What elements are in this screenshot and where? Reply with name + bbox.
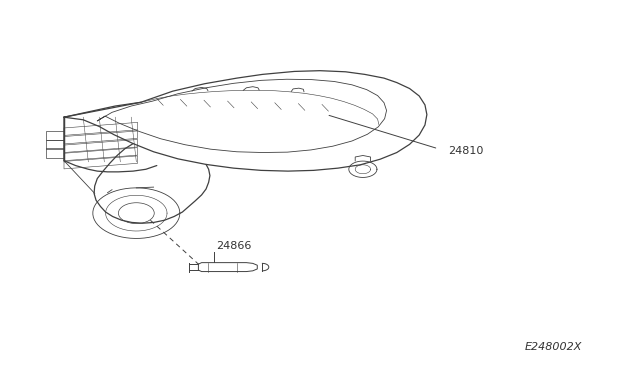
Text: 24810: 24810 [448,146,483,155]
Bar [46,131,64,140]
Text: E248002X: E248002X [525,341,582,352]
Bar [46,148,64,158]
Text: 24866: 24866 [216,241,252,251]
Bar [46,140,64,149]
